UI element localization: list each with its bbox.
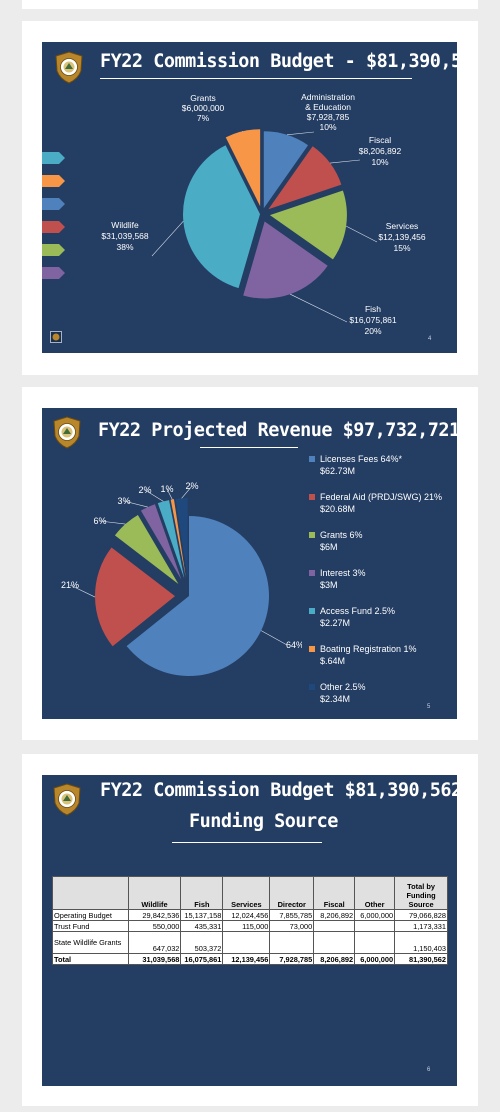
revenue-pie-leader-2 — [69, 584, 96, 598]
revenue-pie-slice-4 — [140, 504, 182, 580]
label-fish: Fish $16,075,861 20% — [349, 304, 397, 336]
side-tabs — [42, 152, 66, 282]
slide-title: FY22 Commission Budget - $81,390,562 — [100, 51, 457, 72]
slide-card-budget: FY22 Commission Budget - $81,390,562 Gra… — [22, 21, 478, 375]
table-row: Operating Budget 29,842,536 15,137,158 1… — [52, 909, 448, 921]
budget-pie-leader-4 — [290, 293, 348, 323]
subtitle-underline — [172, 842, 322, 843]
page-number: 6 — [427, 1067, 431, 1073]
revenue-pie-label-6: 1% — [160, 484, 173, 494]
revenue-pie-slice-6 — [170, 499, 186, 579]
label-services: Services $12,139,456 15% — [378, 221, 426, 253]
revenue-pie-chart: 64% 21% 6% 3% 2% 1% 2% — [61, 481, 302, 676]
budget-pie-leader-1 — [286, 131, 315, 136]
revenue-pie-label-2: 21% — [61, 580, 79, 590]
agency-badge-icon — [53, 416, 81, 449]
table-header-cell: Other — [354, 876, 396, 910]
table-header-row: Wildlife Fish Services Director Fiscal O… — [52, 876, 448, 910]
title-underline — [200, 447, 298, 448]
budget-pie-slice-5 — [183, 145, 261, 289]
label-fiscal: Fiscal $8,206,892 10% — [359, 135, 402, 167]
slide-title: FY22 Commission Budget $81,390,562 — [100, 780, 457, 801]
revenue-pie-label-4: 3% — [117, 496, 130, 506]
budget-pie-leader-2 — [330, 159, 361, 164]
legend-item-interest: Interest 3% $3M — [309, 567, 366, 591]
slide-subtitle: Funding Source — [189, 811, 338, 832]
title-underline — [100, 78, 412, 79]
budget-pie-leader-3 — [345, 225, 378, 243]
revenue-legend: Licenses Fees 64%* $62.73M Federal Aid (P… — [309, 453, 454, 713]
budget-pie-slice-2 — [268, 146, 342, 210]
revenue-slide: FY22 Projected Revenue $97,732,721 64% 21… — [42, 408, 457, 719]
side-tab-6 — [42, 267, 65, 279]
revenue-pie-leader-1 — [260, 630, 288, 646]
table-header-cell: Wildlife — [127, 876, 182, 910]
slide-title: FY22 Projected Revenue $97,732,721 — [98, 420, 457, 441]
legend-item-licenses: Licenses Fees 64%* $62.73M — [309, 453, 402, 477]
revenue-pie-slice-3 — [114, 515, 179, 585]
budget-pie-chart: Grants $6,000,000 7% Administration & Educa… — [101, 92, 426, 336]
side-tab-1 — [42, 152, 65, 164]
table-header-cell: Director — [269, 876, 315, 910]
legend-item-access-fund: Access Fund 2.5% $2.27M — [309, 605, 395, 629]
legend-item-boating: Boating Registration 1% $.64M — [309, 643, 417, 667]
budget-pie-slice-6 — [225, 129, 261, 207]
side-tab-4 — [42, 221, 65, 233]
side-tab-2 — [42, 175, 65, 187]
slide-card-partial — [22, 0, 478, 9]
legend-item-grants: Grants 6% $6M — [309, 529, 363, 553]
revenue-pie-leader-4 — [123, 500, 148, 508]
revenue-pie-leader-3 — [99, 520, 126, 525]
revenue-pie-label-1: 64% — [286, 640, 302, 650]
revenue-pie-slice-1 — [126, 516, 269, 676]
revenue-pie-label-7: 2% — [185, 481, 198, 491]
table-header-cell: Services — [222, 876, 271, 910]
revenue-pie-label-5: 2% — [138, 485, 151, 495]
side-tab-3 — [42, 198, 65, 210]
slide-card-revenue: FY22 Projected Revenue $97,732,721 64% 21… — [22, 387, 478, 740]
table-row: Trust Fund 550,000 435,331 115,000 73,00… — [52, 920, 448, 932]
revenue-pie-slice-5 — [157, 500, 185, 579]
revenue-pie-slice-2 — [95, 547, 176, 647]
agency-badge-icon — [53, 783, 81, 816]
revenue-pie-slice-7 — [175, 498, 188, 579]
label-wildlife: Wildlife $31,039,568 38% — [101, 220, 149, 252]
funding-source-table: Wildlife Fish Services Director Fiscal O… — [52, 876, 448, 965]
side-tab-5 — [42, 244, 65, 256]
revenue-pie-leader-6 — [166, 488, 173, 500]
table-header-cell: Fish — [180, 876, 224, 910]
agency-badge-icon — [55, 51, 83, 84]
revenue-pie-label-3: 6% — [93, 516, 106, 526]
budget-pie-slice-3 — [269, 190, 347, 260]
budget-slide: FY22 Commission Budget - $81,390,562 Gra… — [42, 42, 457, 353]
legend-item-other: Other 2.5% $2.34M — [309, 681, 366, 705]
legend-item-federal-aid: Federal Aid (PRDJ/SWG) 21% $20.68M — [309, 491, 442, 515]
budget-pie-leader-5 — [151, 220, 184, 257]
small-seal-icon — [50, 331, 62, 343]
table-header-cell: Fiscal — [313, 876, 356, 910]
page-number: 4 — [428, 336, 432, 342]
page-number: 5 — [427, 704, 431, 710]
revenue-pie-leader-5 — [144, 489, 164, 502]
revenue-pie-leader-7 — [181, 485, 193, 499]
slide-card-funding: FY22 Commission Budget $81,390,562 Fundi… — [22, 754, 478, 1106]
label-grants: Grants $6,000,000 7% — [182, 93, 225, 123]
table-header-cell — [52, 876, 129, 910]
table-total-row: Total 31,039,568 16,075,861 12,139,456 7… — [52, 953, 448, 965]
label-admin: Administration & Education $7,928,785 10% — [301, 92, 355, 132]
table-header-cell: Total by Funding Source — [394, 876, 448, 910]
budget-pie-slice-1 — [263, 131, 309, 209]
table-row: State Wildlife Grants 647,032 503,372 1,… — [52, 931, 448, 954]
budget-pie-slice-4 — [243, 221, 328, 299]
funding-slide: FY22 Commission Budget $81,390,562 Fundi… — [42, 775, 457, 1086]
